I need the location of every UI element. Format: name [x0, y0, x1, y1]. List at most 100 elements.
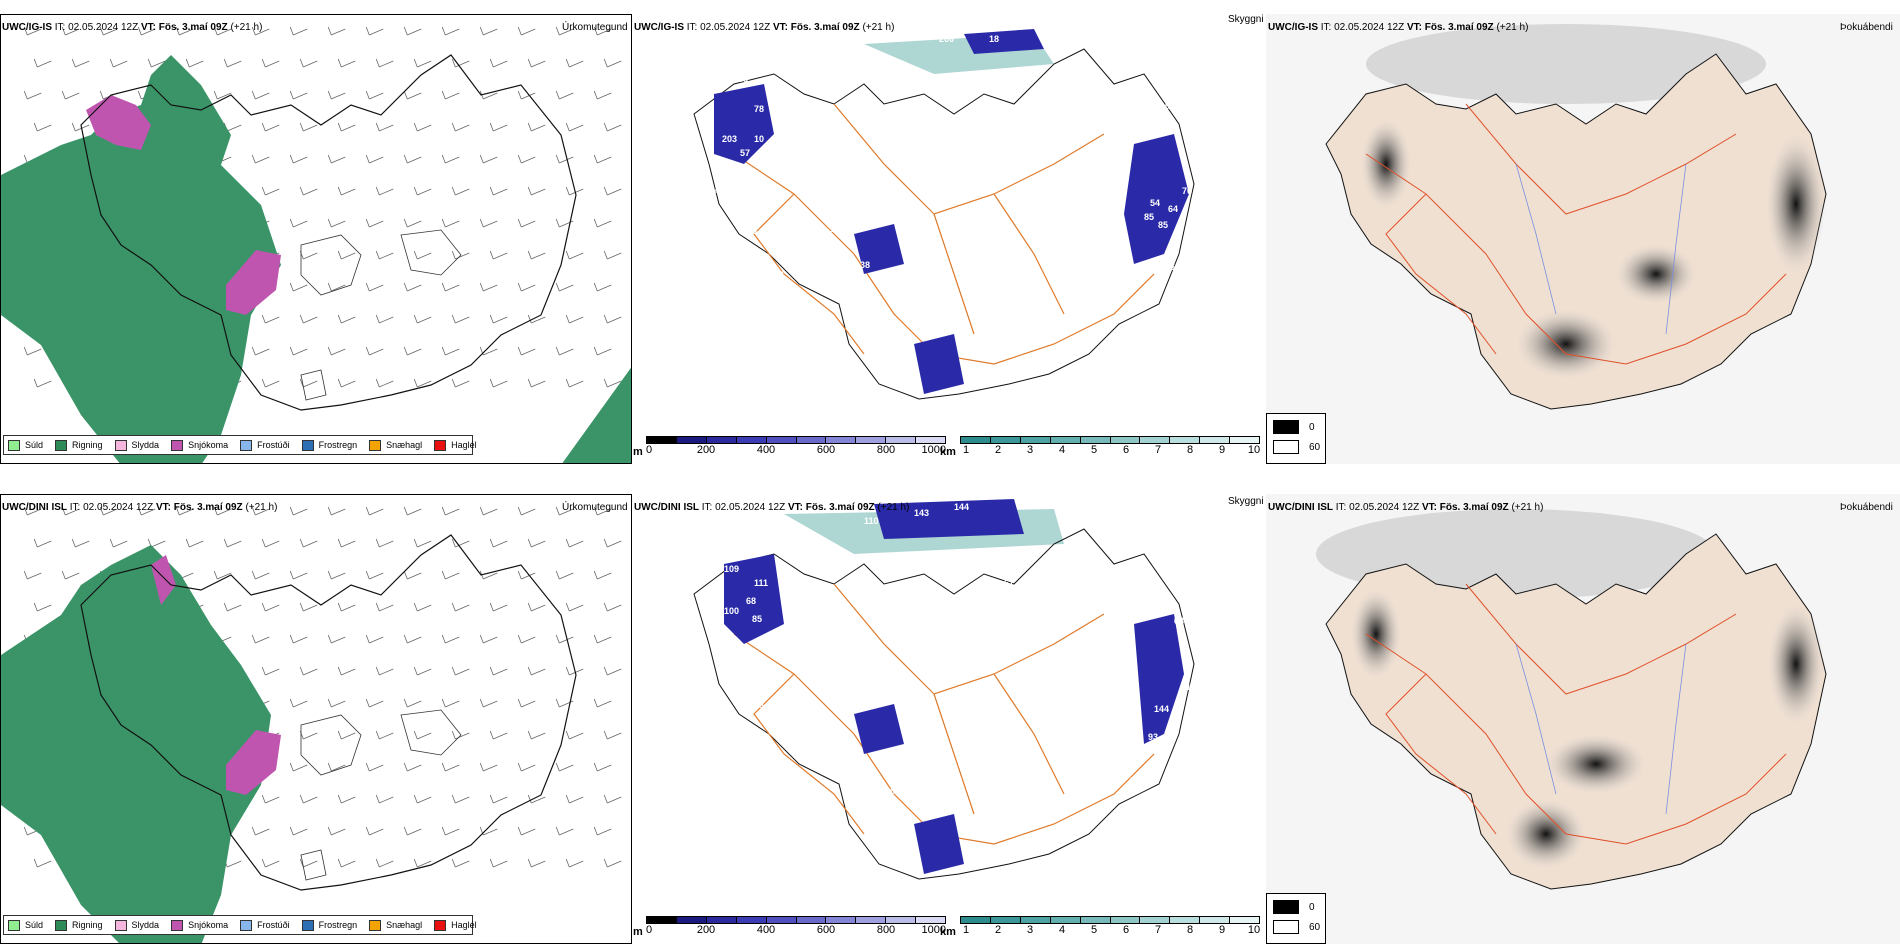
wind-barb: [251, 26, 270, 36]
wind-barb: [441, 826, 460, 836]
cloud-base-label: 44: [714, 186, 724, 196]
cloud-base-label: 178: [728, 166, 743, 176]
height-tick: 800: [876, 924, 896, 936]
wind-barb: [593, 282, 612, 292]
wind-barb: [527, 602, 546, 612]
vis-colorbar-row1: 1 2 3 4 5 6 7 8 9 10: [960, 436, 1260, 456]
wind-barb: [337, 602, 356, 612]
height-tick: 800: [876, 444, 896, 456]
wind-barb: [565, 538, 584, 548]
wind-barb: [223, 602, 242, 612]
wind-barb: [289, 634, 308, 644]
precip-right-title-row2: Úrkomutegund: [562, 502, 628, 513]
fog-legend-swatch: [1273, 440, 1299, 454]
wind-barb: [61, 90, 80, 100]
wind-barb: [337, 58, 356, 68]
wind-barb: [489, 794, 508, 804]
height-tick: 1000: [921, 444, 946, 456]
legend-swatch: [301, 439, 314, 451]
wind-barb: [375, 250, 394, 260]
cloud-base-label: 144: [954, 502, 969, 512]
height-tick: 0: [646, 444, 653, 456]
legend-swatch: [55, 919, 68, 931]
wind-barb: [451, 858, 470, 868]
wind-barb: [451, 186, 470, 196]
cloud-base-label: 74: [838, 746, 848, 756]
iceland-land-fog-row2: [1325, 533, 1827, 890]
cloud-base-label: 38: [860, 260, 870, 270]
legend-label: Frostúði: [257, 920, 290, 930]
cloud-base-label: 286: [742, 226, 757, 236]
wind-barb: [441, 634, 460, 644]
cloud-area-north-row2: [874, 499, 1024, 539]
wind-barb: [33, 378, 52, 388]
wind-barb: [555, 506, 574, 516]
cloud-base-label: 109: [724, 564, 739, 574]
cloud-base-label: 57: [740, 148, 750, 158]
wind-barb: [337, 186, 356, 196]
wind-barb: [593, 346, 612, 356]
wind-barb: [479, 282, 498, 292]
cloud-base-label: 144: [916, 776, 931, 786]
vis-unit-row2: km: [940, 926, 956, 938]
wind-barb: [565, 378, 584, 388]
wind-barb: [517, 154, 536, 164]
wind-barb: [593, 634, 612, 644]
wind-barb: [527, 794, 546, 804]
wind-barb: [175, 506, 194, 516]
wind-barb: [375, 730, 394, 740]
wind-barb: [147, 58, 166, 68]
cloud-base-label: 62: [750, 264, 760, 274]
wind-barb: [375, 186, 394, 196]
wind-barb: [603, 666, 622, 676]
cloud-area-east-row1: [1124, 134, 1189, 264]
wind-barb: [61, 26, 80, 36]
legend-swatch: [55, 439, 68, 451]
wind-barb: [413, 730, 432, 740]
fog-legend-label: 60: [1309, 921, 1321, 933]
cloud-base-label: 10: [934, 782, 944, 792]
cloud-base-labels-row2: 110 143 144 109 111 68 100 85 86 38 46 62 18 142 94 74 8…: [674, 502, 1196, 842]
wind-barb: [261, 378, 280, 388]
wind-barb: [251, 634, 270, 644]
cloud-base-label: 206: [939, 34, 954, 44]
wind-barb: [375, 314, 394, 324]
wind-barb: [23, 570, 42, 580]
cloud-base-label: 88: [1014, 594, 1024, 604]
wind-barb: [327, 826, 346, 836]
cloud-title-row2: UWC/DINI ISL IT: 02.05.2024 12Z VT: Fös.…: [634, 502, 910, 513]
wind-barb: [441, 570, 460, 580]
wind-barb: [565, 858, 584, 868]
wind-barb: [489, 314, 508, 324]
wind-barb: [299, 58, 318, 68]
vis-tick: 9: [1218, 924, 1226, 936]
wind-barb: [403, 570, 422, 580]
wind-barb: [479, 634, 498, 644]
wind-barb: [565, 602, 584, 612]
legend-label: Rigning: [72, 920, 103, 930]
wind-barb: [489, 378, 508, 388]
cloud-base-label: 67: [1004, 578, 1014, 588]
precip-title-row2: UWC/DINI ISL IT: 02.05.2024 12Z VT: Fös.…: [2, 502, 278, 513]
wind-barb: [23, 26, 42, 36]
cloud-base-label: 55: [684, 194, 694, 204]
legend-item-frostúði: Frostúði: [240, 439, 290, 451]
legend-item-haglél: Haglél: [434, 919, 477, 931]
wind-barb: [137, 506, 156, 516]
cloud-base-label: 68: [890, 786, 900, 796]
cloud-base-label: 56: [742, 832, 752, 842]
fog-legend-item: 0: [1267, 897, 1325, 917]
wind-barb: [327, 282, 346, 292]
wind-barb: [99, 506, 118, 516]
cloud-base-label: 59: [744, 250, 754, 260]
precip-right-title-row1: Úrkomutegund: [562, 22, 628, 33]
vis-tick: 1: [962, 924, 970, 936]
wind-barb: [327, 26, 346, 36]
cloud-area-east-row2: [1134, 614, 1184, 744]
wind-barb: [365, 346, 384, 356]
glacier-outline-row2: [300, 709, 462, 881]
wind-barb: [489, 250, 508, 260]
cloud-base-label: 58: [916, 326, 926, 336]
wind-barb: [213, 26, 232, 36]
legend-item-frostregn: Frostregn: [301, 919, 357, 931]
